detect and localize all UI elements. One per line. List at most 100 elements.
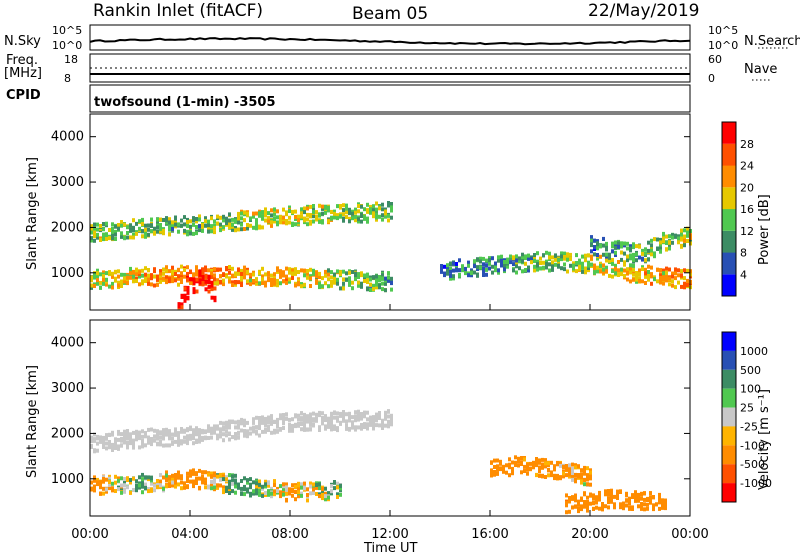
- power-cell: [327, 284, 330, 289]
- power-cell: [114, 224, 117, 229]
- power-cell: [162, 271, 165, 276]
- velocity-cell: [144, 443, 147, 448]
- velocity-cell: [144, 433, 147, 438]
- velocity-cell: [276, 424, 279, 429]
- power-cell: [482, 269, 485, 274]
- power-cell: [276, 278, 279, 283]
- noise-tick-top-right: 10^5: [708, 24, 738, 37]
- power-cell: [126, 231, 129, 235]
- velocity-colorbar-swatch: [722, 426, 736, 446]
- velocity-cell: [505, 463, 508, 468]
- velocity-cell: [252, 491, 255, 496]
- power-cell: [165, 218, 168, 223]
- power-cell: [282, 271, 285, 276]
- power-cell: [303, 210, 306, 215]
- power-cell: [476, 272, 479, 277]
- power-cell: [156, 229, 159, 234]
- velocity-cell: [105, 433, 108, 438]
- velocity-cell: [604, 504, 607, 509]
- power-cell: [674, 234, 677, 239]
- noise-panel: N.Sky N.Search 10^5 10^0 10^5 10^0: [4, 24, 800, 52]
- power-cell: [491, 270, 494, 275]
- power-cell: [440, 264, 443, 268]
- velocity-cell: [129, 438, 132, 443]
- velocity-cell: [102, 476, 105, 481]
- velocity-cell: [616, 489, 619, 494]
- power-cell: [345, 206, 348, 211]
- power-cell: [261, 281, 264, 285]
- power-cell: [213, 226, 216, 231]
- velocity-cell: [183, 481, 186, 486]
- velocity-cell: [649, 500, 652, 505]
- velocity-cell: [222, 477, 225, 482]
- velocity-cell: [339, 413, 342, 418]
- velocity-colorbar-swatch: [722, 388, 736, 408]
- velocity-colorbar-swatch: [722, 483, 736, 502]
- power-cell: [168, 220, 171, 225]
- date-label: 22/May/2019: [588, 1, 700, 21]
- velocity-cell: [607, 505, 610, 510]
- velocity-cell: [571, 505, 574, 510]
- velocity-cell: [315, 483, 318, 487]
- power-cell: [255, 220, 258, 225]
- power-cell: [530, 260, 533, 265]
- velocity-cell: [354, 425, 357, 430]
- power-cell: [306, 269, 309, 273]
- velocity-cell: [309, 422, 312, 427]
- power-cell: [273, 278, 276, 282]
- velocity-cell: [228, 491, 231, 495]
- velocity-cell: [138, 485, 141, 490]
- velocity-cell: [309, 419, 312, 424]
- power-cell: [384, 276, 387, 281]
- power-cell: [596, 253, 599, 257]
- velocity-cell: [574, 465, 577, 470]
- power-cell: [440, 269, 443, 274]
- power-cell: [213, 286, 217, 291]
- velocity-cell: [622, 506, 625, 511]
- velocity-cell: [99, 485, 102, 490]
- velocity-cell: [613, 502, 616, 507]
- velocity-cell: [141, 472, 144, 477]
- velocity-cell: [312, 491, 315, 495]
- velocity-cell: [390, 422, 393, 427]
- power-cell: [189, 219, 192, 224]
- velocity-cell: [637, 495, 640, 500]
- velocity-colorbar-tick: 1000: [740, 345, 768, 358]
- power-cell: [476, 257, 479, 262]
- velocity-cell: [159, 435, 162, 440]
- power-cell: [375, 212, 378, 217]
- velocity-cell: [526, 462, 529, 467]
- power-colorbar-tick: 8: [740, 247, 747, 260]
- power-cell: [351, 270, 354, 274]
- power-cell: [321, 204, 324, 209]
- velocity-cell: [607, 489, 610, 493]
- power-cell: [237, 280, 240, 285]
- power-cell: [195, 219, 198, 224]
- power-cell: [327, 272, 330, 277]
- velocity-cell: [330, 489, 333, 494]
- power-cell: [117, 269, 120, 274]
- power-cell: [497, 255, 500, 260]
- velocity-cell: [631, 507, 634, 511]
- velocity-cell: [664, 500, 667, 505]
- velocity-cell: [231, 481, 234, 486]
- velocity-cell: [228, 425, 231, 430]
- velocity-cell: [240, 491, 243, 496]
- velocity-cell: [288, 487, 291, 492]
- power-cell: [599, 243, 602, 248]
- power-cell: [273, 272, 276, 277]
- power-cell: [201, 279, 205, 284]
- power-ytick-label: 4000: [51, 130, 84, 145]
- power-cell: [282, 220, 285, 225]
- power-cell: [240, 272, 243, 276]
- power-cell: [348, 207, 351, 212]
- power-cell: [273, 212, 276, 217]
- velocity-cell: [123, 434, 126, 438]
- power-cell: [288, 220, 291, 225]
- velocity-cell: [249, 485, 252, 490]
- power-cell: [192, 222, 195, 227]
- velocity-cell: [270, 491, 273, 496]
- velocity-cell: [195, 471, 198, 476]
- velocity-cell: [562, 465, 565, 469]
